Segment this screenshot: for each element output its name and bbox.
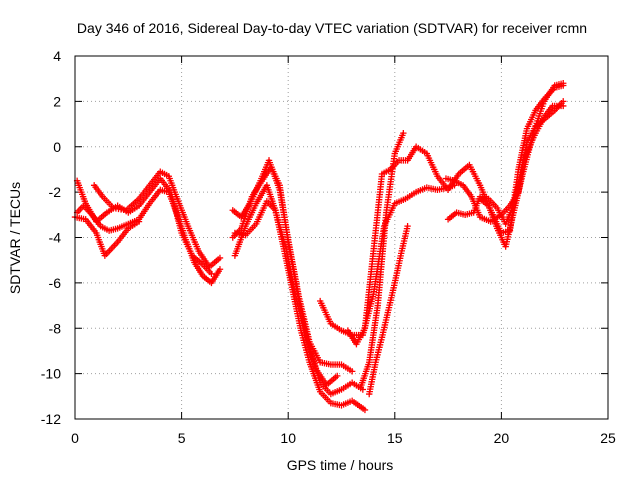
y-tick-label: 0 bbox=[53, 139, 61, 155]
data-point bbox=[361, 406, 369, 414]
x-tick-label: 20 bbox=[494, 430, 510, 446]
data-point bbox=[135, 218, 143, 225]
y-tick-label: -12 bbox=[41, 411, 61, 427]
y-tick-label: -4 bbox=[49, 230, 62, 246]
data-series-track-1 bbox=[73, 186, 224, 287]
x-tick-label: 10 bbox=[280, 430, 296, 446]
data-point bbox=[404, 222, 411, 230]
data-series-track-8 bbox=[231, 198, 341, 389]
x-tick-label: 5 bbox=[178, 430, 186, 446]
x-tick-label: 0 bbox=[71, 430, 79, 446]
data-series-track-4 bbox=[71, 213, 143, 259]
y-tick-label: -2 bbox=[49, 184, 62, 200]
y-tick-label: 2 bbox=[53, 93, 61, 109]
y-axis-label: SDTVAR / TECUs bbox=[7, 182, 23, 294]
y-tick-label: -6 bbox=[49, 275, 62, 291]
x-tick-label: 15 bbox=[387, 430, 403, 446]
x-axis-label: GPS time / hours bbox=[287, 457, 394, 473]
data-series-track-2 bbox=[73, 175, 215, 277]
data-point bbox=[560, 102, 567, 110]
data-series-track-6 bbox=[229, 163, 367, 398]
data-point bbox=[216, 266, 224, 273]
data-series-track-14 bbox=[444, 102, 567, 228]
tick-labels: 0 5 10 15 20 25 -12 -10 -8 -6 -4 -2 0 2 4 bbox=[41, 48, 616, 446]
chart-title: Day 346 of 2016, Sidereal Day-to-day VTE… bbox=[77, 20, 587, 36]
plot-frame bbox=[74, 55, 609, 420]
data-point bbox=[208, 270, 215, 277]
data-point bbox=[348, 368, 356, 375]
data-series-track-13 bbox=[442, 98, 567, 225]
data-point bbox=[216, 254, 224, 262]
data-series-track-11 bbox=[357, 129, 407, 391]
data-series-track-15 bbox=[476, 80, 567, 250]
x-tick-label: 25 bbox=[600, 430, 616, 446]
data-point bbox=[400, 129, 407, 137]
y-tick-label: 4 bbox=[53, 48, 61, 64]
plot-area bbox=[71, 80, 567, 414]
data-point bbox=[560, 80, 567, 87]
data-series-track-12 bbox=[366, 222, 411, 398]
y-tick-label: -10 bbox=[41, 366, 61, 382]
data-point bbox=[334, 372, 341, 380]
data-series-track-3 bbox=[90, 168, 224, 271]
y-tick-label: -8 bbox=[49, 320, 62, 336]
